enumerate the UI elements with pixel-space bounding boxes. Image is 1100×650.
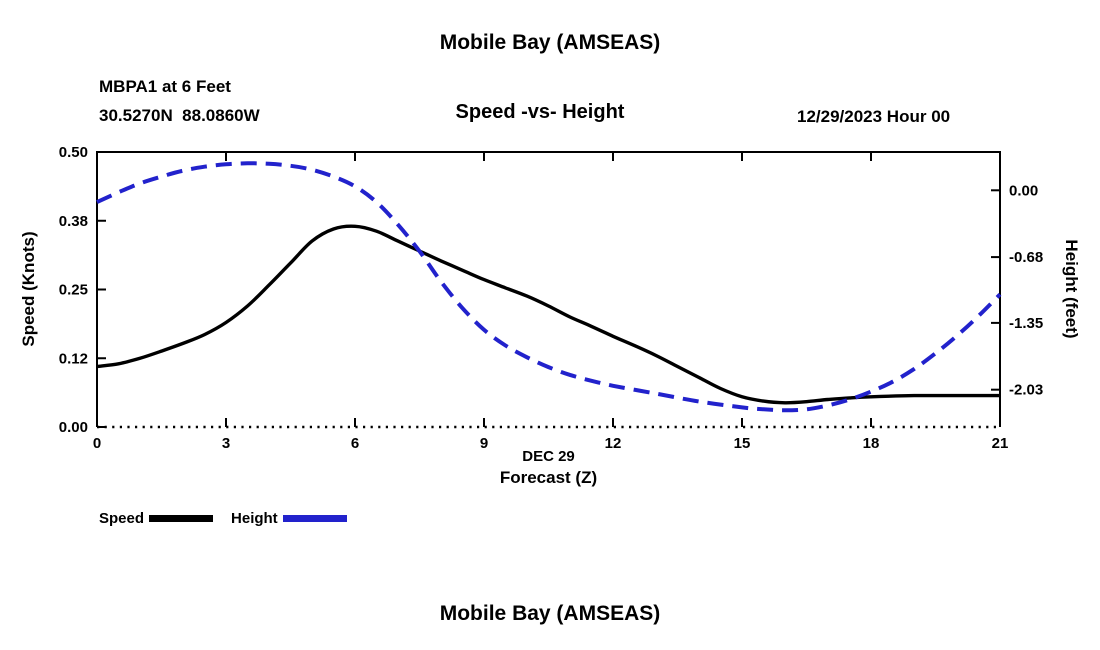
figure-title-bottom: Mobile Bay (AMSEAS) [439,602,661,625]
station-coordinates: 30.5270N 88.0860W [99,106,260,125]
forecast-datetime: 12/29/2023 Hour 00 [797,107,951,126]
left-tick-label: 0.50 [59,144,88,161]
right-tick-label: 0.00 [1009,182,1038,199]
right-tick-label: -2.03 [1009,382,1043,399]
series-height-line [96,161,1002,413]
x-tick-label: 0 [93,435,101,452]
x-tick-label: 12 [605,435,622,452]
series-speed-line [96,224,1000,405]
x-tick-label: 21 [992,435,1009,452]
left-tick-label: 0.00 [59,419,88,436]
legend: Speed Height [99,510,347,527]
x-tick-label: 9 [480,435,488,452]
x-tick-label: 3 [222,435,230,452]
left-tick-label: 0.12 [59,350,88,367]
x-tick-label: 6 [351,435,359,452]
chart-title: Speed -vs- Height [455,101,625,123]
x-tick-label: 18 [863,435,880,452]
figure-title-top: Mobile Bay (AMSEAS) [439,31,661,54]
legend-speed-label: Speed [99,510,145,527]
right-tick-label: -0.68 [1009,249,1043,266]
right-axis-title: Height (feet) [1062,239,1081,339]
right-tick-label: -1.35 [1009,315,1043,332]
left-tick-label: 0.25 [59,282,88,299]
x-tick-label: 15 [734,435,751,452]
legend-height-swatch [282,515,347,522]
plot-frame [96,151,1001,427]
x-axis-date-label: DEC 29 [522,448,575,465]
legend-speed-swatch [149,515,214,522]
legend-height-label: Height [231,510,278,527]
left-tick-label: 0.38 [59,213,88,230]
x-axis-title: Forecast (Z) [499,468,598,487]
station-id: MBPA1 at 6 Feet [99,77,231,96]
left-axis-title: Speed (Knots) [19,231,38,347]
